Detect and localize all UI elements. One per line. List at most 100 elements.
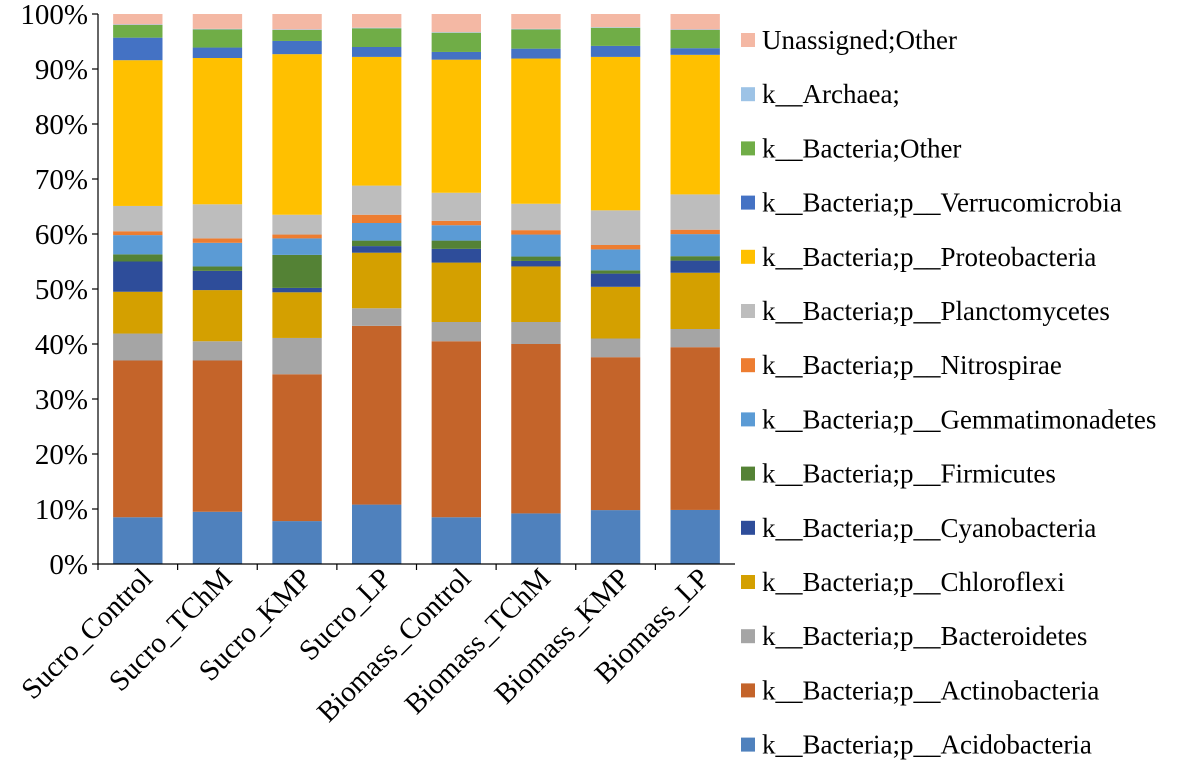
bar-segment-Sucro_TChM-7 [192,238,243,243]
bar-segment-Sucro_KMP-1 [272,374,322,522]
bar-segment-Biomass_TChM-3 [511,266,561,322]
bar-segment-Sucro_TChM-13 [192,14,243,29]
legend-label: k__Bacteria;Other [762,133,961,163]
bar-group-Biomass_KMP [590,14,641,564]
bar-segment-Biomass_KMP-9 [590,56,641,211]
bar-segment-Biomass_KMP-2 [590,338,641,358]
y-tick-label: 30% [35,384,88,416]
bar-segment-Sucro_LP-2 [352,308,402,326]
bar-segment-Sucro_KMP-11 [272,29,322,41]
bar-segment-Biomass_LP-2 [670,328,720,348]
bar-segment-Biomass_KMP-13 [590,14,641,28]
bar-segment-Biomass_LP-13 [670,14,720,30]
bar-segment-Sucro_LP-8 [352,185,402,215]
bar-segment-Sucro_KMP-13 [272,14,322,30]
bar-segment-Sucro_LP-13 [352,14,402,28]
bar-segment-Biomass_LP-11 [670,30,720,49]
bar-segment-Biomass_TChM-1 [511,344,561,514]
bar-segment-Biomass_TChM-12 [511,28,561,30]
bar-segment-Biomass_TChM-8 [511,203,561,231]
bar-segment-Biomass_LP-3 [670,272,720,329]
legend-swatch [741,141,755,156]
legend-item: k__Bacteria;p__Bacteroidetes [741,621,1087,651]
bar-segment-Sucro_TChM-9 [192,58,243,205]
bar-segment-Sucro_LP-4 [352,246,402,253]
bar-segment-Sucro_KMP-3 [272,292,322,338]
bar-segment-Biomass_KMP-10 [590,45,641,57]
legend-swatch [741,520,755,535]
bar-segment-Biomass_LP-4 [670,260,720,273]
bar-segment-Biomass_KMP-6 [590,249,641,271]
y-tick-label: 40% [35,329,88,361]
legend-label: k__Bacteria;p__Nitrospirae [762,350,1062,380]
bar-segment-Sucro_KMP-2 [272,337,322,375]
y-tick-label: 100% [20,0,88,31]
legend-swatch [741,358,755,373]
x-tick-label: Biomass_TChM [399,562,557,720]
bar-segment-Sucro_TChM-8 [192,204,243,239]
bar-segment-Sucro_Control-4 [113,261,163,292]
y-tick-label: 0% [49,549,88,581]
bar-segment-Sucro_TChM-11 [192,29,243,48]
legend-label: k__Bacteria;p__Bacteroidetes [762,621,1087,651]
bar-segment-Sucro_KMP-9 [272,54,322,215]
bar-segment-Sucro_LP-6 [352,223,402,241]
bar-group-Sucro_LP [352,14,402,564]
legend-swatch [741,87,755,102]
bar-segment-Sucro_TChM-1 [192,360,243,512]
bar-group-Sucro_TChM [192,14,243,564]
bar-segment-Biomass_LP-6 [670,234,720,257]
bar-segment-Sucro_Control-6 [113,235,163,255]
legend-swatch [741,304,755,318]
bar-segment-Sucro_TChM-3 [192,290,243,342]
bar-segment-Biomass_TChM-13 [511,14,561,29]
legend-item: k__Bacteria;p__Cyanobacteria [741,513,1096,543]
bar-segment-Sucro_TChM-12 [192,28,243,30]
bar-segment-Sucro_LP-12 [352,27,402,29]
bar-segment-Sucro_Control-8 [113,205,163,232]
bar-segment-Biomass_KMP-11 [590,27,641,46]
y-tick-label: 20% [35,439,88,471]
legend-item: k__Bacteria;p__Acidobacteria [741,730,1092,760]
bar-segment-Biomass_Control-4 [431,248,481,263]
y-tick-label: 10% [35,494,88,526]
bar-segment-Sucro_Control-11 [113,25,163,38]
legend-label: k__Bacteria;p__Proteobacteria [762,242,1096,272]
legend-label: k__Bacteria;p__Chloroflexi [762,567,1065,597]
bars-layer [113,14,720,564]
bar-segment-Biomass_Control-6 [431,225,481,241]
bar-segment-Sucro_TChM-5 [192,266,243,271]
legend-label: k__Bacteria;p__Gemmatimonadetes [762,404,1156,434]
bar-segment-Sucro_KMP-8 [272,214,322,235]
y-tick-label: 60% [35,219,88,251]
bar-segment-Biomass_TChM-6 [511,234,561,257]
legend-item: Unassigned;Other [741,25,957,55]
legend-item: k__Bacteria;Other [741,133,961,163]
bar-segment-Sucro_TChM-10 [192,47,243,58]
bar-segment-Sucro_Control-13 [113,14,163,25]
bar-segment-Sucro_LP-7 [352,214,402,223]
legend-swatch [741,737,755,752]
bar-segment-Sucro_Control-2 [113,333,163,361]
bar-segment-Sucro_KMP-5 [272,254,322,288]
bar-segment-Biomass_LP-0 [670,509,720,564]
bar-segment-Sucro_KMP-0 [272,521,322,564]
bar-group-Sucro_KMP [272,14,322,564]
bar-segment-Sucro_TChM-2 [192,341,243,361]
bar-segment-Biomass_Control-13 [431,14,481,33]
bar-segment-Sucro_LP-5 [352,240,402,247]
bar-segment-Biomass_Control-7 [431,220,481,226]
legend-label: Unassigned;Other [762,25,957,55]
bar-segment-Biomass_TChM-11 [511,29,561,49]
bar-segment-Biomass_LP-10 [670,48,720,55]
bar-segment-Biomass_TChM-0 [511,513,561,564]
bar-segment-Biomass_KMP-12 [590,27,641,28]
y-tick-label: 90% [35,54,88,86]
legend-label: k__Archaea; [762,79,900,109]
bar-segment-Biomass_LP-7 [670,229,720,235]
legend-label: k__Bacteria;p__Planctomycetes [762,296,1110,326]
bar-segment-Biomass_TChM-7 [511,230,561,235]
y-tick-label: 80% [35,109,88,141]
bar-segment-Biomass_LP-12 [670,29,720,30]
bar-segment-Sucro_Control-12 [113,24,163,25]
